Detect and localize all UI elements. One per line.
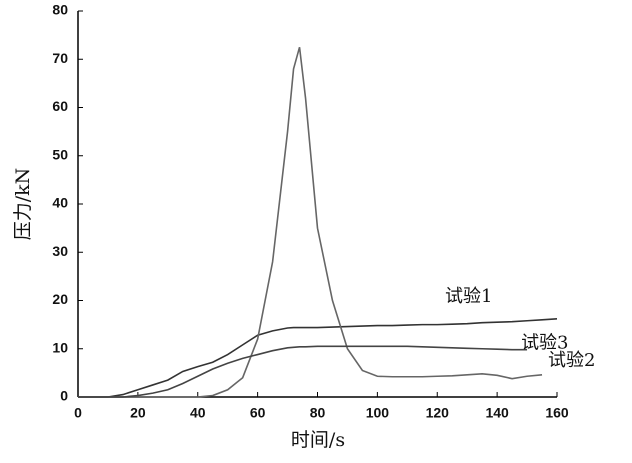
x-tick-label: 160 xyxy=(545,405,569,421)
x-tick-label: 120 xyxy=(426,405,450,421)
y-tick-label: 50 xyxy=(52,146,68,162)
y-tick-label: 70 xyxy=(52,50,68,66)
series-label: 试验3 xyxy=(521,333,568,354)
x-tick-label: 20 xyxy=(130,405,146,421)
x-tick-label: 100 xyxy=(366,405,390,421)
series-label: 试验2 xyxy=(548,350,595,371)
y-tick-label: 20 xyxy=(52,291,68,307)
series-line xyxy=(78,318,558,398)
y-tick-label: 0 xyxy=(60,388,68,404)
x-tick-label: 80 xyxy=(310,405,326,421)
x-tick-label: 0 xyxy=(74,405,82,421)
y-tick-label: 10 xyxy=(52,339,68,355)
y-tick-label: 30 xyxy=(52,243,68,259)
y-tick-label: 40 xyxy=(52,195,68,211)
series-line xyxy=(78,46,543,398)
x-tick-label: 60 xyxy=(250,405,266,421)
x-tick-label: 40 xyxy=(190,405,206,421)
y-tick-label: 60 xyxy=(52,98,68,114)
x-tick-label: 140 xyxy=(485,405,509,421)
series-label: 试验1 xyxy=(445,286,492,307)
y-axis-title: 压力/kN xyxy=(12,168,34,241)
y-tick-label: 80 xyxy=(52,2,68,18)
series-line xyxy=(78,345,528,398)
x-axis-title: 时间/s xyxy=(291,429,345,451)
